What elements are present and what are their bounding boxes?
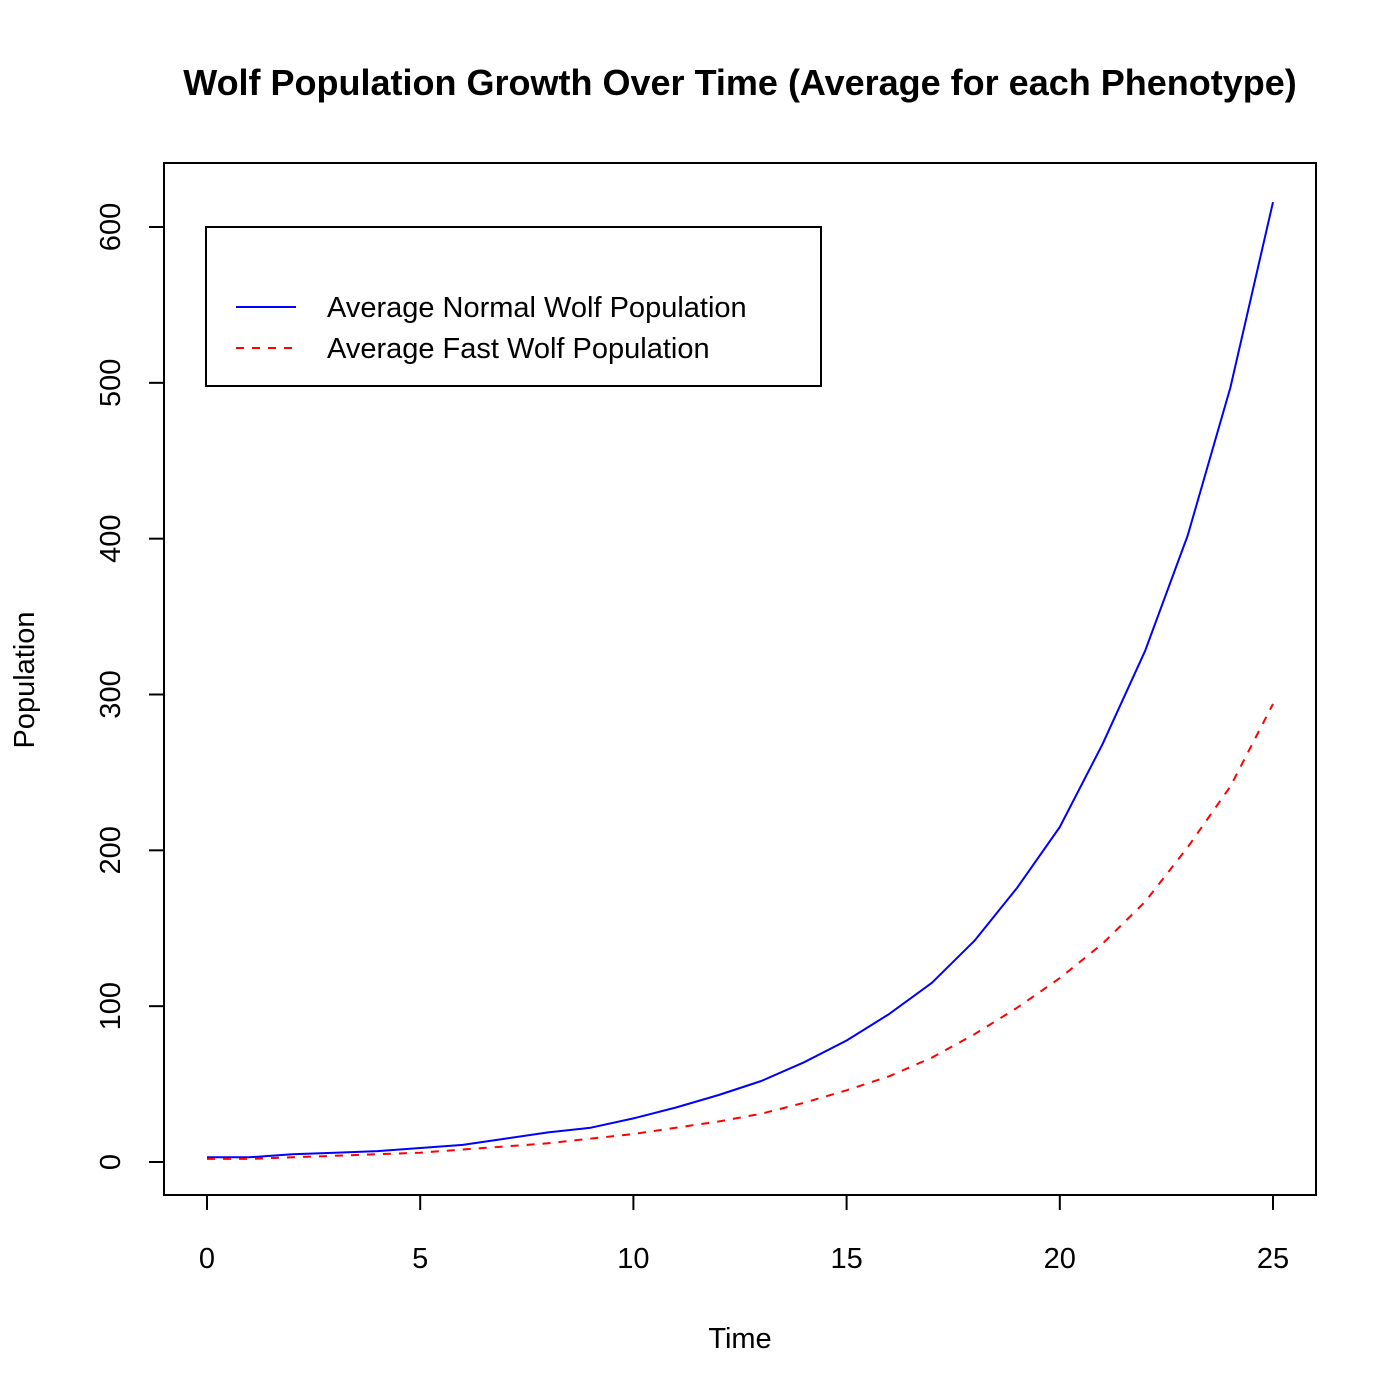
legend-label: Average Normal Wolf Population [327,292,747,324]
x-tick-label: 15 [830,1243,862,1275]
y-tick-label: 500 [95,359,127,407]
series-line-fast-wolf [207,703,1274,1160]
legend-box [205,226,822,387]
x-tick-label: 10 [617,1243,649,1275]
y-tick-label: 200 [95,826,127,874]
x-axis: 0 5 10 15 20 25 [199,1194,1289,1275]
x-tick-label: 5 [412,1243,428,1275]
x-tick-label: 20 [1044,1243,1076,1275]
y-tick-label: 0 [95,1154,127,1170]
series-layer [207,201,1274,1160]
series-line-normal-wolf [207,201,1274,1159]
x-tick-label: 0 [199,1243,215,1275]
y-tick-label: 300 [95,670,127,718]
y-axis-label: Population [9,611,41,748]
chart-title: Wolf Population Growth Over Time (Averag… [183,62,1297,103]
legend-label: Average Fast Wolf Population [327,333,710,365]
y-axis: 0 100 200 300 400 500 600 [95,203,165,1170]
legend: Average Normal Wolf Population Average Fa… [205,226,822,387]
x-axis-label: Time [708,1323,771,1355]
y-tick-label: 100 [95,982,127,1030]
x-tick-label: 25 [1257,1243,1289,1275]
y-tick-label: 600 [95,203,127,251]
legend-items: Average Normal Wolf Population Average Fa… [236,292,747,365]
y-tick-label: 400 [95,514,127,562]
